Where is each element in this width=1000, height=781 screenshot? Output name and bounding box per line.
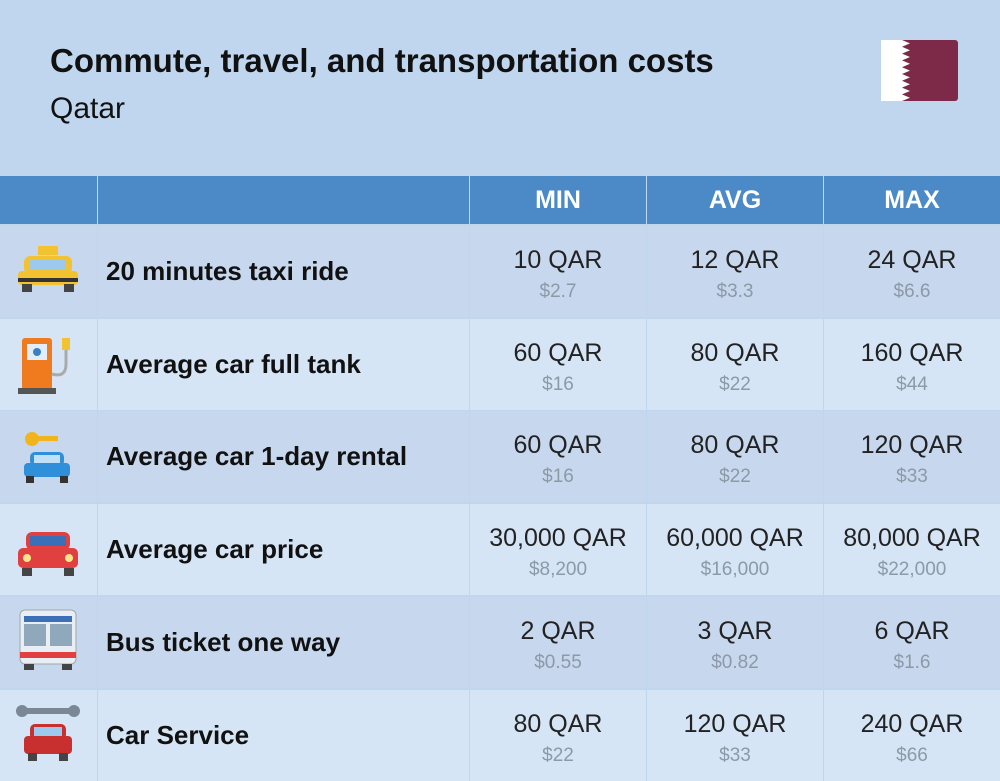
local-price: 60 QAR [513, 431, 603, 460]
value-cell: 80 QAR $22 [647, 318, 823, 410]
usd-price: $16 [542, 373, 574, 395]
row-label: 20 minutes taxi ride [98, 225, 469, 317]
row-label: Average car full tank [98, 318, 469, 410]
usd-price: $16,000 [700, 559, 770, 581]
row-label: Car Service [98, 689, 469, 781]
usd-price: $44 [896, 373, 928, 395]
flag [881, 40, 958, 101]
usd-price: $6.6 [893, 280, 931, 302]
value-cell: 80,000 QAR $22,000 [824, 504, 1000, 596]
usd-price: $0.82 [711, 652, 759, 673]
local-price: 80,000 QAR [843, 524, 981, 553]
header-cell [0, 176, 97, 224]
usd-price: $22 [719, 373, 751, 395]
value-cell: 60 QAR $16 [470, 318, 646, 410]
service-icon [16, 705, 80, 761]
usd-price: $22 [542, 744, 574, 766]
taxi-icon [18, 246, 78, 292]
usd-price: $33 [896, 466, 928, 488]
value-cell: 30,000 QAR $8,200 [470, 504, 646, 596]
local-price: 6 QAR [874, 617, 950, 645]
local-price: 120 QAR [683, 709, 787, 738]
local-price: 10 QAR [513, 245, 603, 274]
local-price: 60,000 QAR [666, 524, 804, 553]
local-price: 80 QAR [513, 709, 603, 738]
row-label: Average car price [98, 504, 469, 596]
table: MIN AVG MAX 20 minutes taxi ride 10 QAR $2.7 1… [0, 176, 1000, 781]
usd-price: $22,000 [877, 559, 947, 581]
value-cell: 120 QAR $33 [647, 689, 823, 781]
usd-price: $22 [719, 466, 751, 488]
value-cell: 120 QAR $33 [824, 411, 1000, 503]
row-label: Bus ticket one way [98, 597, 469, 688]
usd-price: $0.55 [534, 652, 582, 673]
value-cell: 10 QAR $2.7 [470, 225, 646, 317]
usd-price: $8,200 [528, 559, 588, 581]
value-cell: 60,000 QAR $16,000 [647, 504, 823, 596]
usd-price: $33 [719, 744, 751, 766]
local-price: 240 QAR [860, 709, 964, 738]
title: Commute, travel, and transportation cost… [50, 42, 714, 79]
local-price: 60 QAR [513, 338, 603, 367]
column-header: AVG [647, 176, 823, 224]
value-cell: 24 QAR $6.6 [824, 225, 1000, 317]
value-cell: 6 QAR $1.6 [824, 597, 1000, 688]
usd-price: $3.3 [716, 280, 754, 302]
bus-icon [19, 609, 77, 670]
value-cell: 80 QAR $22 [647, 411, 823, 503]
local-price: 3 QAR [697, 617, 773, 645]
value-cell: 2 QAR $0.55 [470, 597, 646, 688]
rental-icon [24, 432, 70, 483]
value-cell: 12 QAR $3.3 [647, 225, 823, 317]
value-cell: 240 QAR $66 [824, 689, 1000, 781]
header-cell [98, 176, 469, 224]
local-price: 80 QAR [690, 338, 780, 367]
local-price: 80 QAR [690, 431, 780, 460]
value-cell: 80 QAR $22 [470, 689, 646, 781]
value-cell: 60 QAR $16 [470, 411, 646, 503]
local-price: 30,000 QAR [489, 524, 627, 553]
local-price: 120 QAR [860, 431, 964, 460]
local-price: 2 QAR [520, 617, 596, 645]
usd-price: $16 [542, 466, 574, 488]
value-cell: 160 QAR $44 [824, 318, 1000, 410]
car-icon [18, 532, 78, 576]
column-header: MIN [470, 176, 646, 224]
local-price: 24 QAR [867, 245, 957, 274]
column-header: MAX [824, 176, 1000, 224]
subtitle: Qatar [50, 92, 126, 125]
local-price: 12 QAR [690, 245, 780, 274]
fuel-icon [18, 338, 70, 394]
usd-price: $1.6 [893, 652, 931, 673]
row-label: Average car 1-day rental [98, 411, 469, 503]
value-cell: 3 QAR $0.82 [647, 597, 823, 688]
usd-price: $2.7 [539, 280, 577, 302]
local-price: 160 QAR [860, 338, 964, 367]
usd-price: $66 [896, 744, 928, 766]
